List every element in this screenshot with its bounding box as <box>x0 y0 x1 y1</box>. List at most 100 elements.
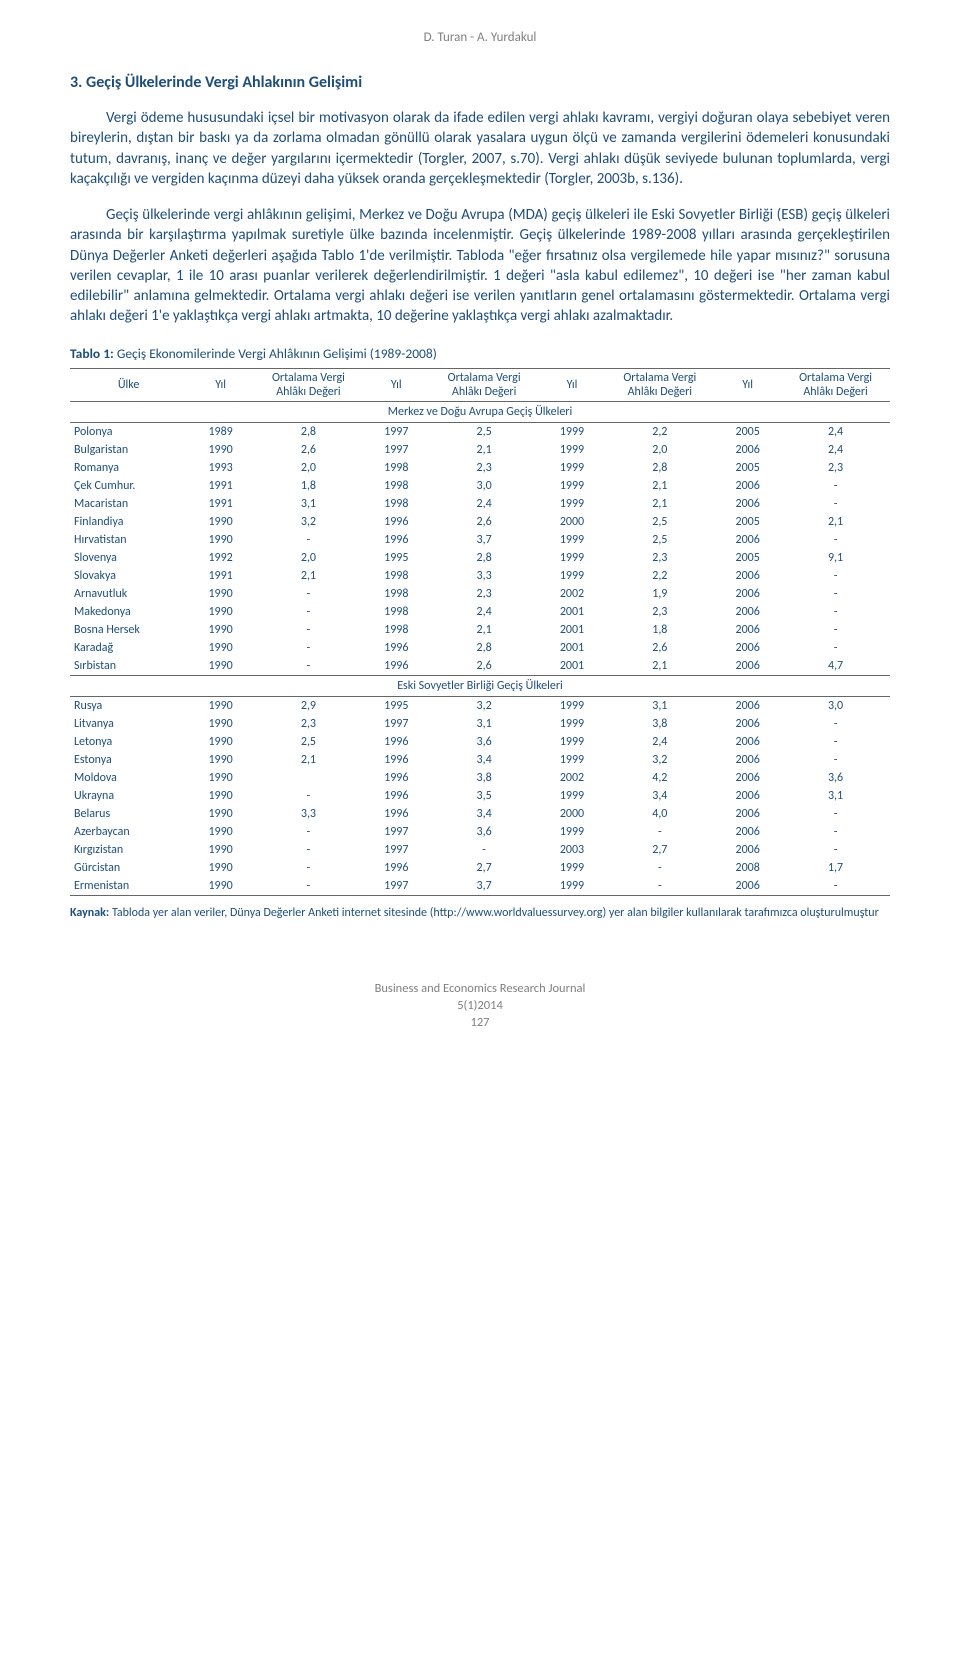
table-title-bold: Tablo 1: <box>70 345 114 362</box>
table-cell: 1990 <box>187 805 254 823</box>
table-row: Letonya19902,519963,619992,42006- <box>70 733 890 751</box>
table-cell: 1998 <box>363 567 430 585</box>
table-row: Macaristan19913,119982,419992,12006- <box>70 495 890 513</box>
table-cell: 1999 <box>539 696 606 715</box>
table-cell: 1996 <box>363 787 430 805</box>
table-cell: 1990 <box>187 877 254 896</box>
table-cell: 1999 <box>539 422 606 441</box>
table-cell: 2,1 <box>254 751 363 769</box>
table-cell: 2005 <box>714 513 781 531</box>
table-cell: 1990 <box>187 823 254 841</box>
table-cell: 2006 <box>714 567 781 585</box>
table-cell: 4,2 <box>605 769 714 787</box>
table-cell: 2,3 <box>781 459 890 477</box>
source-text: Tabloda yer alan veriler, Dünya Değerler… <box>109 906 879 920</box>
table-cell: 1996 <box>363 769 430 787</box>
table-row: Moldova199019963,820024,220063,6 <box>70 769 890 787</box>
table-row: Arnavutluk1990-19982,320021,92006- <box>70 585 890 603</box>
table-cell: 1,9 <box>605 585 714 603</box>
table-cell: 1990 <box>187 639 254 657</box>
table-cell: 3,7 <box>430 877 539 896</box>
table-cell: Estonya <box>70 751 187 769</box>
table-cell: 2005 <box>714 422 781 441</box>
table-cell: - <box>254 841 363 859</box>
table-cell: - <box>781 823 890 841</box>
table-cell: 2006 <box>714 696 781 715</box>
table-cell: Gürcistan <box>70 859 187 877</box>
th-value-1: Ortalama Vergi Ahlâkı Değeri <box>254 368 363 401</box>
table-cell: 2006 <box>714 805 781 823</box>
table-cell: - <box>254 531 363 549</box>
th-year-2: Yıl <box>363 368 430 401</box>
table-cell: 1990 <box>187 513 254 531</box>
table-cell: - <box>781 567 890 585</box>
table-cell: 2,7 <box>430 859 539 877</box>
table-cell: 1996 <box>363 513 430 531</box>
table-cell: 1990 <box>187 859 254 877</box>
table-cell: 1990 <box>187 769 254 787</box>
table-cell: 1999 <box>539 495 606 513</box>
tax-morale-table: Ülke Yıl Ortalama Vergi Ahlâkı Değeri Yı… <box>70 368 890 896</box>
table-cell: 1990 <box>187 441 254 459</box>
section-heading: 3. Geçiş Ülkelerinde Vergi Ahlakının Gel… <box>70 73 890 92</box>
table-cell: 3,4 <box>430 751 539 769</box>
table-cell: 1997 <box>363 715 430 733</box>
table-cell: - <box>605 859 714 877</box>
table-cell: 1999 <box>539 715 606 733</box>
table-cell: 2,3 <box>430 585 539 603</box>
table-row: Gürcistan1990-19962,71999-20081,7 <box>70 859 890 877</box>
table-cell: - <box>254 877 363 896</box>
table-cell: 1996 <box>363 751 430 769</box>
table-cell: 1,7 <box>781 859 890 877</box>
table-cell: 1990 <box>187 787 254 805</box>
table-cell: - <box>781 531 890 549</box>
table-cell: 1996 <box>363 657 430 676</box>
table-cell: 3,5 <box>430 787 539 805</box>
table-row: Bulgaristan19902,619972,119992,020062,4 <box>70 441 890 459</box>
footer-issue: 5(1)2014 <box>70 998 890 1015</box>
table-cell: 2006 <box>714 495 781 513</box>
table-cell: Çek Cumhur. <box>70 477 187 495</box>
table-cell: 2008 <box>714 859 781 877</box>
table-cell: 2002 <box>539 769 606 787</box>
table-row: Azerbaycan1990-19973,61999-2006- <box>70 823 890 841</box>
table-cell: 2006 <box>714 441 781 459</box>
table-cell: 2000 <box>539 805 606 823</box>
table-cell: 2,1 <box>430 621 539 639</box>
th-year-4: Yıl <box>714 368 781 401</box>
table-cell: - <box>781 805 890 823</box>
table-cell: 3,0 <box>430 477 539 495</box>
table-cell: Hırvatistan <box>70 531 187 549</box>
table-cell: 1999 <box>539 877 606 896</box>
table-cell: 2,7 <box>605 841 714 859</box>
table-cell: 2,4 <box>430 603 539 621</box>
table-cell: Ukrayna <box>70 787 187 805</box>
table-cell: - <box>781 621 890 639</box>
table-cell: 1997 <box>363 877 430 896</box>
table-cell: 2,3 <box>605 549 714 567</box>
table-cell: 2005 <box>714 549 781 567</box>
table-cell: 1999 <box>539 459 606 477</box>
table-cell: 3,1 <box>430 715 539 733</box>
table-cell: 2,1 <box>605 657 714 676</box>
table-cell: 1,8 <box>605 621 714 639</box>
table-cell: 1999 <box>539 751 606 769</box>
table-cell: 1999 <box>539 787 606 805</box>
table-cell: Ermenistan <box>70 877 187 896</box>
table-cell: 2,8 <box>430 639 539 657</box>
table-header-row: Ülke Yıl Ortalama Vergi Ahlâkı Değeri Yı… <box>70 368 890 401</box>
table-cell: 1992 <box>187 549 254 567</box>
table-cell: Kırgızistan <box>70 841 187 859</box>
table-cell: 2,4 <box>781 422 890 441</box>
table-cell: - <box>430 841 539 859</box>
table-row: Karadağ1990-19962,820012,62006- <box>70 639 890 657</box>
table-title-rest: Geçiş Ekonomilerinde Vergi Ahlâkının Gel… <box>114 345 437 362</box>
table-cell: 2,5 <box>605 513 714 531</box>
table-cell: 2,2 <box>605 567 714 585</box>
table-cell: 1998 <box>363 459 430 477</box>
table-cell: 1995 <box>363 696 430 715</box>
table-cell: 2,8 <box>605 459 714 477</box>
table-title: Tablo 1: Geçiş Ekonomilerinde Vergi Ahlâ… <box>70 345 890 362</box>
footer-journal: Business and Economics Research Journal <box>70 981 890 998</box>
table-cell: 1990 <box>187 621 254 639</box>
